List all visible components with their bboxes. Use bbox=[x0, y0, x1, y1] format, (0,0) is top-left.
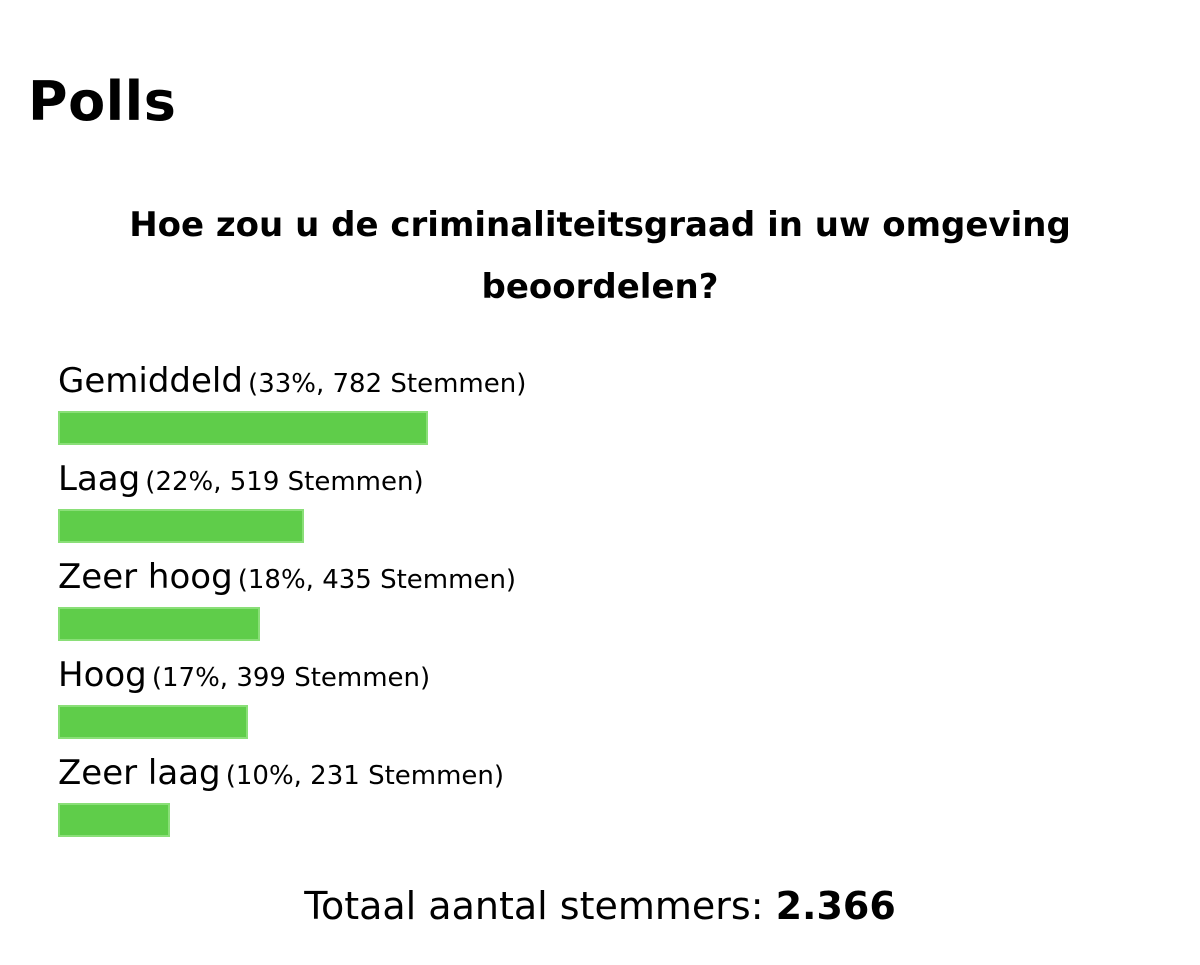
option-name: Zeer hoog bbox=[58, 557, 233, 597]
option-label: Hoog (17%, 399 Stemmen) bbox=[58, 650, 430, 700]
option-stats: (18%, 435 Stemmen) bbox=[237, 565, 517, 595]
option-bar bbox=[58, 705, 249, 739]
option-stats: (33%, 782 Stemmen) bbox=[248, 369, 527, 399]
option-bar bbox=[58, 607, 260, 641]
option-bar-track bbox=[58, 509, 1158, 543]
option-label: Gemiddeld (33%, 782 Stemmen) bbox=[58, 356, 526, 406]
option-name: Hoog bbox=[58, 655, 147, 695]
option-label: Laag (22%, 519 Stemmen) bbox=[58, 454, 424, 504]
option-bar-track bbox=[58, 411, 1158, 445]
option-bar-track bbox=[58, 607, 1158, 641]
option-bar-track bbox=[58, 803, 1158, 837]
option-stats: (10%, 231 Stemmen) bbox=[225, 761, 505, 791]
option-name: Zeer laag bbox=[58, 753, 221, 793]
poll-options: Gemiddeld (33%, 782 Stemmen) Laag (22%, … bbox=[58, 356, 958, 846]
option-name: Gemiddeld bbox=[58, 361, 243, 401]
poll-option-hoog: Hoog (17%, 399 Stemmen) bbox=[58, 650, 958, 748]
option-label: Zeer laag (10%, 231 Stemmen) bbox=[58, 748, 504, 798]
option-bar bbox=[58, 411, 428, 445]
option-bar bbox=[58, 509, 305, 543]
poll-option-zeer-hoog: Zeer hoog (18%, 435 Stemmen) bbox=[58, 552, 958, 650]
poll-option-gemiddeld: Gemiddeld (33%, 782 Stemmen) bbox=[58, 356, 958, 454]
option-stats: (17%, 399 Stemmen) bbox=[151, 663, 431, 693]
total-label: Totaal aantal stemmers: bbox=[304, 884, 764, 928]
option-bar bbox=[58, 803, 170, 837]
poll-option-zeer-laag: Zeer laag (10%, 231 Stemmen) bbox=[58, 748, 958, 846]
page-title: Polls bbox=[28, 70, 177, 133]
option-bar-track bbox=[58, 705, 1158, 739]
option-label: Zeer hoog (18%, 435 Stemmen) bbox=[58, 552, 516, 602]
poll-option-laag: Laag (22%, 519 Stemmen) bbox=[58, 454, 958, 552]
total-voters: Totaal aantal stemmers: 2.366 bbox=[0, 878, 1200, 934]
poll-question: Hoe zou u de criminaliteitsgraad in uw o… bbox=[129, 205, 1071, 307]
option-name: Laag bbox=[58, 459, 141, 499]
total-value: 2.366 bbox=[775, 884, 896, 928]
option-stats: (22%, 519 Stemmen) bbox=[145, 467, 424, 497]
